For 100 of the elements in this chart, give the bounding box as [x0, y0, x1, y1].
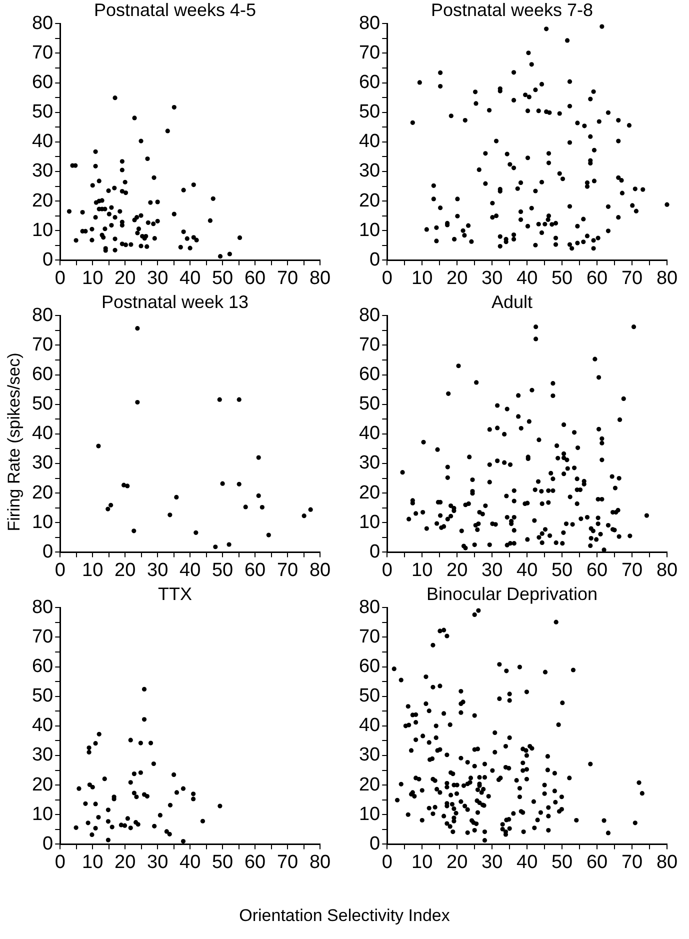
x-tick-label: 30 [482, 268, 503, 289]
x-tick-label: 70 [276, 560, 298, 581]
point [172, 772, 176, 777]
y-tick-label: 60 [358, 364, 380, 385]
y-tick-label: 60 [358, 656, 380, 677]
x-tick-label: 80 [656, 560, 678, 581]
y-tick-label: 30 [32, 452, 54, 474]
y-tick-label: 70 [32, 42, 54, 64]
point [180, 838, 186, 844]
point [76, 786, 82, 791]
x-tick-label: 30 [482, 560, 503, 581]
point [132, 772, 136, 776]
point [93, 826, 98, 831]
point [132, 528, 136, 534]
x-tick-label: 50 [551, 268, 573, 289]
x-tick-label: 40 [516, 560, 538, 581]
y-tick-label: 10 [32, 512, 54, 533]
y-tick-label: 80 [32, 304, 54, 326]
x-tick-label: 60 [586, 560, 608, 581]
y-tick-label: 20 [358, 774, 380, 796]
x-tick-label: 50 [212, 268, 234, 289]
point [151, 761, 156, 766]
point [138, 740, 143, 746]
y-tick-label: 70 [358, 626, 380, 648]
x-tick-label: 80 [656, 852, 678, 873]
point [106, 506, 110, 512]
point [106, 819, 111, 824]
chart-title: Binocular Deprivation [426, 584, 598, 604]
y-tick-label: 50 [358, 686, 380, 707]
y-tick-label: 20 [32, 774, 54, 796]
y-tick-label: 10 [358, 804, 380, 825]
point [102, 776, 107, 782]
point [135, 400, 140, 405]
y-axis-title: Firing Rate (spikes/sec) [4, 352, 24, 532]
point [168, 512, 172, 518]
point [152, 824, 157, 828]
point [302, 514, 306, 518]
point [191, 792, 196, 796]
y-tick-label: 80 [32, 596, 54, 618]
x-tick-label: 10 [82, 852, 104, 873]
x-tick-label: 50 [212, 560, 234, 581]
y-tick-label: 20 [32, 190, 54, 212]
x-tick-label: 50 [212, 852, 234, 873]
point [243, 504, 248, 510]
y-tick-label: 70 [358, 334, 380, 356]
y-tick-label: 0 [42, 249, 54, 270]
y-tick-label: 70 [32, 626, 54, 648]
point [236, 397, 242, 402]
y-tick-label: 30 [358, 744, 380, 766]
chart-title: Postnatal weeks 4-5 [94, 0, 256, 20]
x-tick-label: 60 [244, 560, 266, 581]
point [158, 812, 162, 818]
point [132, 790, 136, 796]
point [83, 801, 88, 806]
x-tick-label: 40 [179, 268, 201, 289]
point [86, 750, 92, 755]
x-tick-label: 70 [621, 268, 643, 289]
point [74, 825, 78, 830]
y-tick-label: 80 [358, 304, 380, 326]
y-tick-label: 30 [358, 452, 380, 474]
point [174, 790, 180, 795]
point [256, 493, 261, 498]
point [122, 823, 128, 828]
y-tick-label: 10 [358, 512, 380, 533]
point [168, 802, 173, 808]
point [135, 326, 140, 331]
chart-title: Adult [491, 292, 533, 312]
y-tick-label: 20 [32, 482, 54, 504]
point [142, 717, 147, 722]
chart-title: Postnatal weeks 7-8 [430, 0, 594, 20]
point [217, 397, 222, 402]
point [106, 808, 111, 812]
y-tick-label: 60 [358, 72, 380, 93]
x-tick-label: 40 [516, 852, 538, 873]
point [125, 484, 130, 488]
point [134, 794, 139, 800]
point [138, 770, 143, 775]
y-tick-label: 20 [358, 190, 380, 212]
y-tick-label: 0 [42, 541, 54, 562]
point [218, 804, 222, 808]
x-tick-label: 80 [309, 268, 331, 289]
point [96, 444, 101, 448]
x-tick-label: 20 [114, 268, 136, 289]
y-tick-label: 40 [358, 131, 380, 152]
y-tick-label: 10 [32, 220, 54, 241]
x-tick-label: 60 [244, 268, 266, 289]
point [308, 507, 313, 512]
point [200, 818, 206, 824]
point [142, 686, 147, 692]
x-tick-label: 10 [412, 268, 433, 289]
y-tick-label: 30 [32, 160, 54, 182]
point [93, 741, 98, 746]
x-tick-label: 70 [276, 268, 298, 289]
y-tick-label: 50 [32, 394, 54, 415]
x-tick-label: 20 [114, 560, 136, 581]
y-tick-label: 40 [358, 423, 380, 444]
y-tick-label: 0 [370, 249, 380, 270]
x-axis-title: Orientation Selectivity Index [238, 906, 451, 926]
x-tick-label: 70 [621, 852, 643, 873]
y-tick-label: 50 [358, 102, 380, 123]
